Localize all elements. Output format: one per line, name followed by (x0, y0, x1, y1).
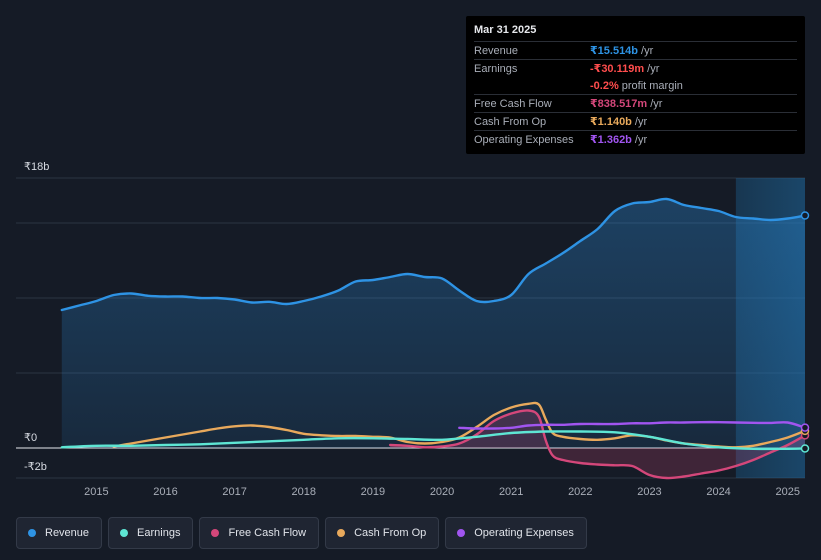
tooltip-label: Free Cash Flow (474, 97, 552, 110)
y-tick-label: ₹0 (24, 432, 37, 444)
line-revenue (60, 197, 807, 312)
tooltip-value: ₹15.514b (590, 45, 639, 57)
chart-legend: Revenue Earnings Free Cash Flow Cash Fro… (16, 517, 587, 549)
tooltip-unit: /yr (634, 115, 648, 128)
legend-label: Cash From Op (354, 527, 427, 539)
legend-dot-icon (211, 529, 220, 537)
legend-label: Earnings (137, 527, 181, 539)
x-tick-label: 2019 (361, 486, 385, 498)
legend-item-earnings[interactable]: Earnings (108, 517, 194, 549)
tooltip-unit: profit margin (621, 79, 683, 92)
tooltip-row-profit-margin: -0.2% profit margin (474, 77, 797, 94)
tooltip-value: -₹30.119m (590, 63, 645, 75)
legend-label: Operating Expenses (474, 527, 574, 539)
x-tick-label: 2017 (222, 486, 246, 498)
tooltip-unit: /yr (647, 62, 660, 75)
x-tick-label: 2018 (292, 486, 316, 498)
x-tick-label: 2024 (706, 486, 730, 498)
x-tick-label: 2015 (84, 486, 108, 498)
chart-area: ₹18b ₹0 -₹2b 2015 2016 2017 2018 2019 2020 2021 20… (16, 161, 810, 498)
area-revenue (61, 198, 806, 448)
legend-label: Free Cash Flow (228, 527, 307, 539)
tooltip-value: ₹1.140b (590, 116, 632, 128)
x-tick-label: 2016 (153, 486, 177, 498)
tooltip-row-operating-expenses: Operating Expenses ₹1.362b /yr (474, 130, 797, 148)
tooltip-unit: /yr (650, 97, 663, 110)
end-marker-earnings (800, 444, 810, 453)
tooltip-label: Revenue (474, 44, 519, 57)
legend-item-revenue[interactable]: Revenue (16, 517, 103, 549)
legend-dot-icon (120, 529, 129, 537)
legend-item-free-cash-flow[interactable]: Free Cash Flow (199, 517, 320, 549)
x-tick-label: 2020 (430, 486, 454, 498)
legend-dot-icon (337, 529, 346, 537)
x-tick-label: 2023 (637, 486, 661, 498)
tooltip-row-cash-from-op: Cash From Op ₹1.140b /yr (474, 112, 797, 130)
legend-dot-icon (457, 529, 466, 537)
x-tick-label: 2021 (499, 486, 523, 498)
tooltip-row-revenue: Revenue ₹15.514b /yr (474, 41, 797, 59)
tooltip-unit: /yr (641, 44, 654, 57)
legend-item-operating-expenses[interactable]: Operating Expenses (445, 517, 587, 549)
x-tick-label: 2022 (568, 486, 592, 498)
tooltip-row-earnings: Earnings -₹30.119m /yr (474, 59, 797, 77)
tooltip-label: Cash From Op (474, 115, 547, 128)
tooltip-value: ₹838.517m (590, 98, 648, 110)
series-end-markers (800, 211, 810, 453)
x-tick-label: 2025 (775, 486, 799, 498)
tooltip-unit: /yr (634, 133, 648, 146)
axes: ₹18b ₹0 -₹2b 2015 2016 2017 2018 2019 2020 2021 20… (24, 161, 800, 498)
line-earnings (60, 430, 807, 451)
line-free-cash-flow (389, 409, 807, 480)
series-lines (60, 197, 807, 480)
y-tick-label: ₹18b (24, 161, 49, 173)
line-operating-expenses (458, 420, 807, 430)
end-marker-operating-expenses (800, 423, 810, 432)
tooltip-date: Mar 31 2025 (474, 24, 537, 36)
tooltip-value: -0.2% (590, 79, 619, 92)
tooltip-value: ₹1.362b (590, 134, 632, 146)
legend-label: Revenue (45, 527, 90, 539)
end-marker-revenue (800, 211, 810, 220)
legend-dot-icon (28, 529, 36, 537)
y-tick-label: -₹2b (24, 461, 47, 473)
tooltip-label: Operating Expenses (474, 133, 574, 146)
data-tooltip: Mar 31 2025 Revenue ₹15.514b /yr Earning… (466, 16, 805, 154)
tooltip-label: Earnings (474, 62, 518, 75)
tooltip-row-free-cash-flow: Free Cash Flow ₹838.517m /yr (474, 94, 797, 112)
legend-item-cash-from-op[interactable]: Cash From Op (325, 517, 440, 549)
